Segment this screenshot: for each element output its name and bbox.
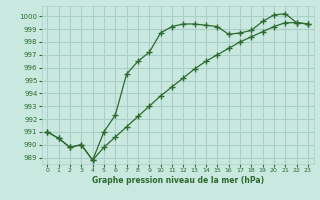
X-axis label: Graphe pression niveau de la mer (hPa): Graphe pression niveau de la mer (hPa): [92, 176, 264, 185]
